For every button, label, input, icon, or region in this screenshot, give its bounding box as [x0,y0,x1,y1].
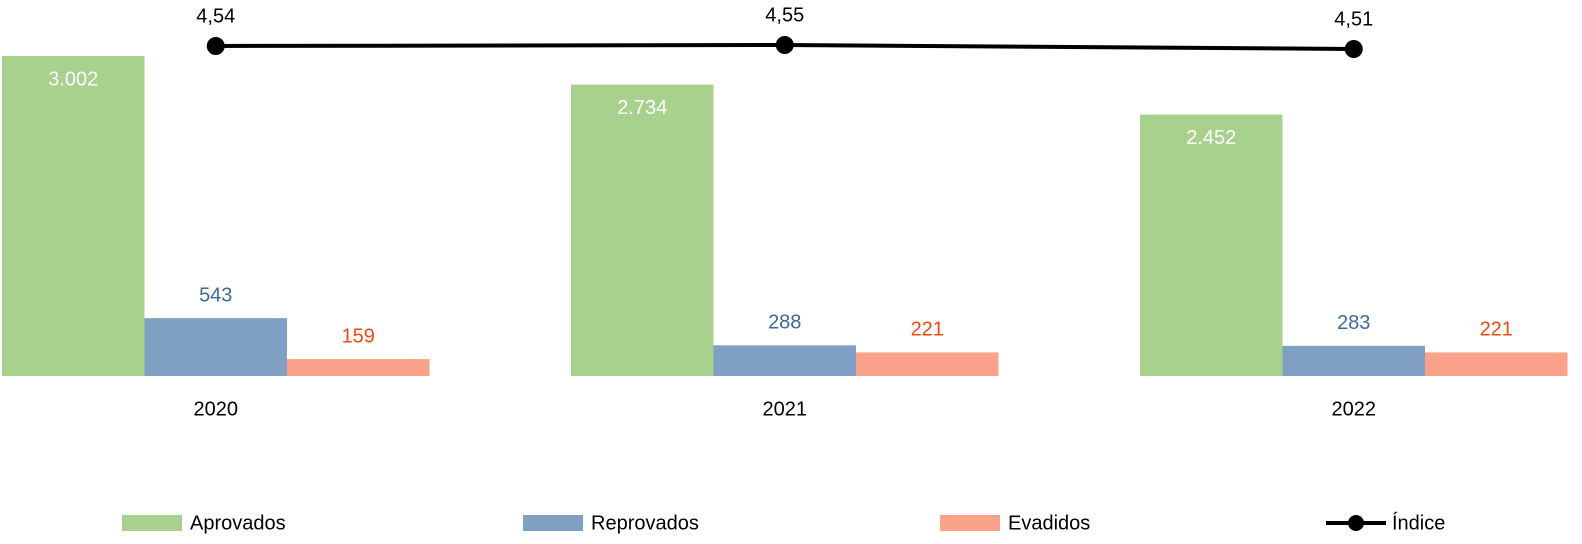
legend-label: Evadidos [1008,512,1090,534]
line-point [206,37,225,55]
legend-swatch [1348,515,1364,531]
data-label: 221 [911,319,944,341]
bar [856,352,999,376]
data-label: 288 [768,312,801,334]
legend-swatch [940,515,1000,531]
data-label: 2.452 [1186,127,1236,149]
data-label: 3.002 [48,68,98,90]
data-label: 159 [342,325,375,347]
bar [1282,345,1425,376]
data-label: 4,54 [196,5,235,27]
data-label: 283 [1337,312,1370,334]
legend-label: Reprovados [591,512,699,534]
legend-label: Índice [1392,511,1445,534]
bar [713,345,856,376]
bar [144,318,287,376]
line-point [1344,40,1363,58]
line-point [775,36,794,54]
data-label: 2.734 [617,97,667,119]
bar [1140,114,1283,377]
x-tick-label: 2021 [763,398,808,420]
bar [287,359,430,376]
bar [571,84,714,376]
data-label: 4,51 [1334,8,1373,30]
x-tick-label: 2020 [194,398,239,420]
data-label: 4,55 [765,4,804,26]
legend-label: Aprovados [190,512,286,534]
legend-swatch [523,515,583,531]
legend-swatch [122,515,182,531]
bar [1425,352,1568,376]
bar [2,56,145,376]
data-label: 221 [1480,319,1513,341]
x-tick-label: 2022 [1332,398,1377,420]
data-label: 543 [199,284,232,306]
